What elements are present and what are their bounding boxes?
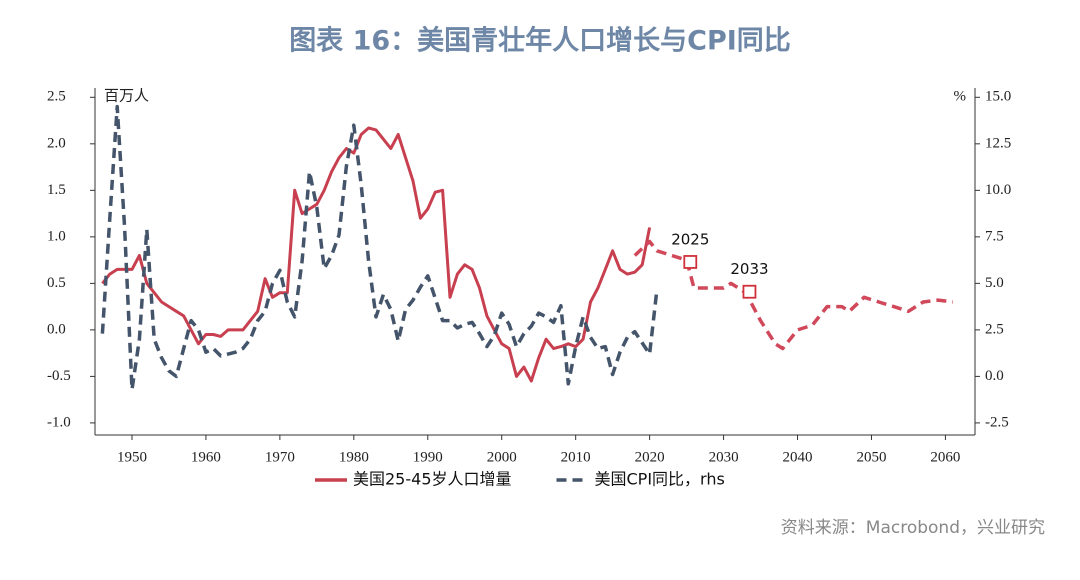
x-tick-label: 2040 — [783, 449, 813, 465]
x-tick-label: 1990 — [413, 449, 443, 465]
y-tick-label: 0.0 — [47, 321, 66, 337]
y2-tick-label: 2.5 — [985, 321, 1004, 337]
y-tick-label: 2.5 — [47, 89, 66, 105]
x-tick-label: 1970 — [265, 449, 295, 465]
x-tick-label: 2020 — [635, 449, 665, 465]
y-tick-label: 1.5 — [47, 182, 66, 198]
x-tick-label: 2060 — [930, 449, 960, 465]
y2-tick-label: 5.0 — [985, 275, 1004, 291]
chart-title: 图表 16：美国青壮年人口增长与CPI同比 — [289, 25, 791, 57]
y2-tick-label: 0.0 — [985, 368, 1004, 384]
x-tick-label: 2050 — [856, 449, 886, 465]
legend-label: 美国25-45岁人口增量 — [353, 470, 512, 489]
y-tick-label: 1.0 — [47, 228, 66, 244]
annotation-marker — [683, 255, 698, 269]
x-tick-label: 2000 — [487, 449, 517, 465]
y-unit: 百万人 — [104, 87, 149, 104]
y2-tick-label: 12.5 — [985, 135, 1011, 151]
x-tick-label: 1950 — [117, 449, 147, 465]
y2-tick-label: 7.5 — [985, 228, 1004, 244]
y2-tick-label: 15.0 — [985, 89, 1011, 105]
x-tick-label: 1980 — [339, 449, 369, 465]
y-tick-label: 2.0 — [47, 135, 66, 151]
y2-tick-label: 10.0 — [985, 182, 1011, 198]
series-line — [633, 239, 954, 351]
series-line — [100, 104, 659, 392]
y2-unit: % — [954, 88, 967, 104]
legend-label: 美国CPI同比，rhs — [595, 470, 725, 489]
annotation-label: 2033 — [730, 260, 768, 278]
y-tick-label: 0.5 — [47, 275, 66, 291]
annotation-marker — [742, 284, 757, 299]
y-tick-label: -0.5 — [47, 368, 71, 384]
source: 资料来源：Macrobond，兴业研究 — [781, 518, 1045, 538]
x-tick-label: 1960 — [191, 449, 221, 465]
annotation-label: 2025 — [671, 230, 709, 248]
x-tick-label: 2010 — [561, 449, 591, 465]
series-line — [101, 126, 652, 383]
y-tick-label: -1.0 — [47, 414, 71, 430]
y2-tick-label: -2.5 — [985, 414, 1009, 430]
x-tick-label: 2030 — [709, 449, 739, 465]
